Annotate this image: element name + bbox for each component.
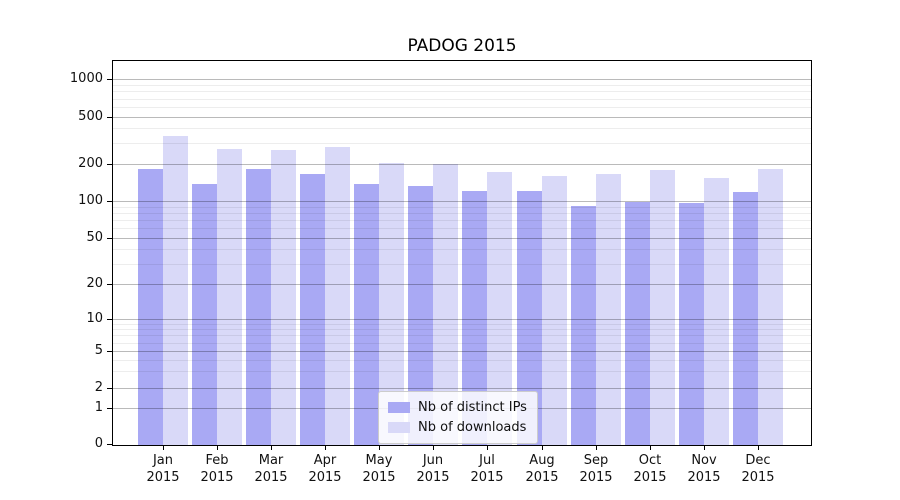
x-tick-label-dec: Dec 2015: [741, 453, 775, 485]
y-tick-1000: [107, 79, 112, 80]
x-tick-aug: [542, 445, 543, 450]
bar-downloads-jan: [163, 135, 189, 445]
bar-ips-apr: [300, 173, 326, 445]
x-tick-label-feb: Feb 2015: [200, 453, 234, 485]
x-tick-jan: [163, 445, 164, 450]
x-tick-oct: [650, 445, 651, 450]
x-tick-apr: [325, 445, 326, 450]
legend-label-downloads: Nb of downloads: [418, 419, 527, 435]
bar-downloads-apr: [325, 147, 351, 445]
x-tick-mar: [271, 445, 272, 450]
bar-ips-mar: [246, 169, 272, 445]
x-tick-label-nov: Nov 2015: [687, 453, 721, 485]
y-tick-label-5: 5: [94, 343, 103, 358]
y-tick-200: [107, 164, 112, 165]
x-tick-label-oct: Oct 2015: [633, 453, 667, 485]
legend: Nb of distinct IPs Nb of downloads: [378, 391, 538, 444]
x-tick-jul: [487, 445, 488, 450]
y-tick-label-200: 200: [78, 156, 103, 171]
y-tick-50: [107, 238, 112, 239]
y-tick-500: [107, 117, 112, 118]
x-tick-feb: [217, 445, 218, 450]
bar-ips-dec: [732, 192, 758, 445]
x-tick-label-apr: Apr 2015: [308, 453, 342, 485]
y-tick-label-1: 1: [94, 400, 103, 415]
bar-downloads-feb: [217, 149, 243, 445]
bar-ips-jan: [138, 169, 164, 445]
x-tick-label-jul: Jul 2015: [470, 453, 504, 485]
legend-swatch-downloads: [388, 421, 410, 433]
y-tick-label-50: 50: [86, 230, 103, 245]
y-tick-10: [107, 319, 112, 320]
y-tick-100: [107, 201, 112, 202]
y-tick-label-500: 500: [78, 109, 103, 124]
bar-downloads-dec: [757, 168, 783, 445]
bar-ips-feb: [192, 184, 218, 445]
plot-area: Nb of distinct IPs Nb of downloads: [112, 60, 812, 446]
y-tick-label-1000: 1000: [69, 71, 103, 86]
legend-item-distinct-ips: Nb of distinct IPs: [388, 397, 528, 417]
bar-ips-sep: [570, 205, 596, 445]
chart-title: PADOG 2015: [407, 36, 517, 56]
x-tick-label-sep: Sep 2015: [579, 453, 613, 485]
bar-ips-nov: [678, 203, 704, 445]
y-tick-label-100: 100: [78, 193, 103, 208]
bar-downloads-nov: [703, 177, 729, 445]
bars-layer: [113, 61, 811, 445]
y-tick-1: [107, 408, 112, 409]
y-tick-5: [107, 351, 112, 352]
y-tick-label-20: 20: [86, 276, 103, 291]
bar-downloads-aug: [541, 175, 567, 445]
y-tick-2: [107, 388, 112, 389]
bar-ips-may: [354, 184, 380, 445]
y-tick-0: [107, 444, 112, 445]
bar-downloads-oct: [649, 170, 675, 445]
x-tick-dec: [758, 445, 759, 450]
x-tick-label-may: May 2015: [362, 453, 396, 485]
y-tick-label-10: 10: [86, 311, 103, 326]
bar-downloads-sep: [595, 173, 621, 445]
y-tick-label-2: 2: [94, 380, 103, 395]
x-tick-label-jun: Jun 2015: [416, 453, 450, 485]
y-tick-label-0: 0: [94, 436, 103, 451]
legend-item-downloads: Nb of downloads: [388, 417, 528, 437]
x-tick-label-aug: Aug 2015: [525, 453, 559, 485]
x-tick-label-mar: Mar 2015: [254, 453, 288, 485]
bar-downloads-mar: [271, 150, 297, 445]
x-tick-label-jan: Jan 2015: [146, 453, 180, 485]
x-tick-jun: [433, 445, 434, 450]
legend-label-ips: Nb of distinct IPs: [418, 399, 527, 415]
y-tick-20: [107, 284, 112, 285]
bar-ips-oct: [624, 202, 650, 445]
x-tick-nov: [704, 445, 705, 450]
legend-swatch-ips: [388, 401, 410, 413]
x-tick-sep: [596, 445, 597, 450]
x-tick-may: [379, 445, 380, 450]
